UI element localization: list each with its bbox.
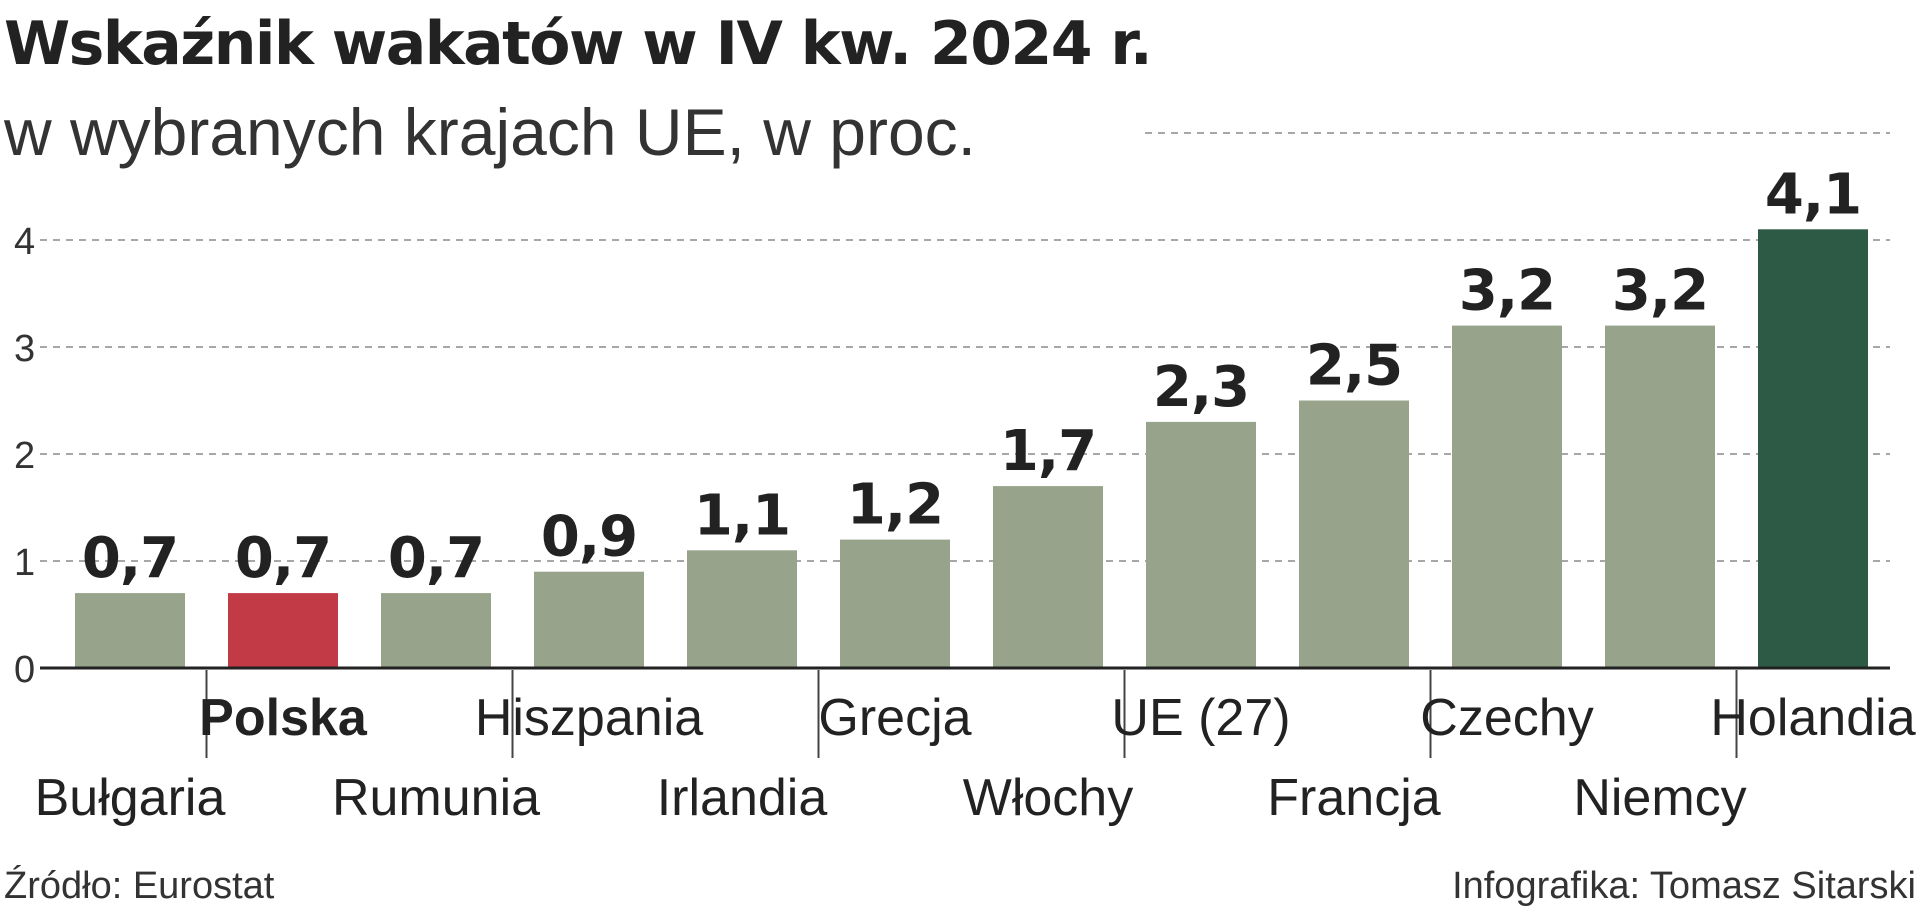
category-label: Polska [199,689,368,747]
y-tick-label: 1 [14,542,35,584]
bar-4 [534,571,644,668]
bar-6 [840,539,950,668]
value-label: 4,1 [1765,162,1861,227]
value-label: 2,3 [1153,355,1249,420]
category-label: Grecja [818,689,971,747]
source-note: Źródło: Eurostat [4,865,275,907]
category-label: Niemcy [1573,769,1746,827]
value-label: 0,7 [82,526,178,591]
category-label: Rumunia [332,769,540,827]
credit-note: Infografika: Tomasz Sitarski [1452,865,1916,907]
value-label: 1,1 [694,483,790,548]
y-tick-label: 2 [14,435,35,477]
value-label: 3,2 [1612,259,1708,324]
value-label: 0,9 [541,505,637,570]
category-label: UE (27) [1111,689,1290,747]
bar-8 [1146,421,1256,668]
y-tick-label: 4 [14,221,35,263]
category-label: Bułgaria [35,769,226,827]
bar-12 [1758,229,1868,669]
y-tick-label: 0 [14,649,35,691]
bar-9 [1299,400,1409,668]
category-label: Irlandia [657,769,828,827]
bar-2 [228,593,338,668]
bar-1 [75,593,185,668]
value-label: 1,2 [847,473,943,538]
bar-10 [1452,325,1562,668]
value-label: 0,7 [388,526,484,591]
value-label: 1,7 [1000,419,1096,484]
category-label: Włochy [963,769,1133,827]
chart-title: Wskaźnik wakatów w IV kw. 2024 r. [4,9,1153,79]
bar-5 [687,550,797,668]
value-label: 2,5 [1306,334,1402,399]
category-label: Holandia [1710,689,1915,747]
chart-subtitle: w wybranych krajach UE, w proc. [4,95,976,169]
bar-3 [381,593,491,668]
category-label: Hiszpania [475,689,703,747]
bar-11 [1605,325,1715,668]
value-label: 3,2 [1459,259,1555,324]
bar-7 [993,486,1103,668]
category-label: Francja [1267,769,1440,827]
category-label: Czechy [1420,689,1593,747]
value-label: 0,7 [235,526,331,591]
y-tick-label: 3 [14,328,35,370]
